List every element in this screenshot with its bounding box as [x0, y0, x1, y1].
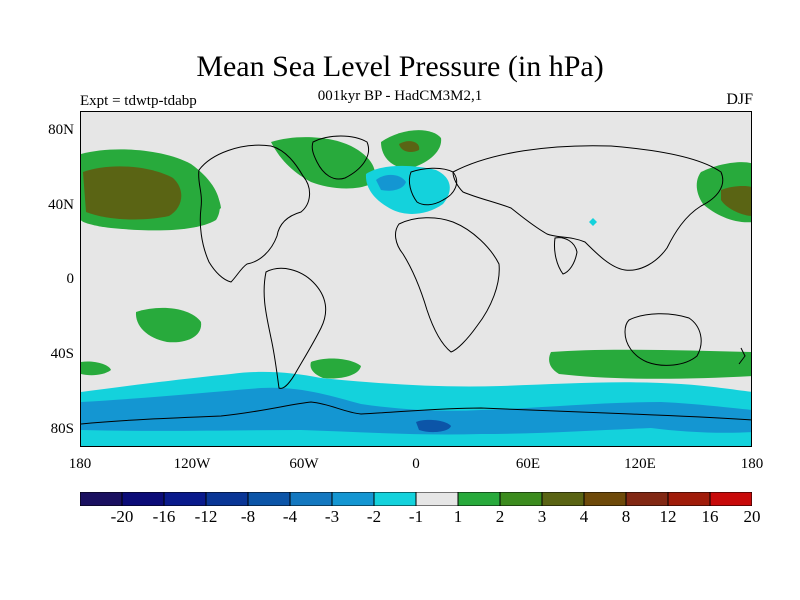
southern-ocean-darkblue-patch	[416, 419, 451, 433]
xtick-120w: 120W	[173, 456, 211, 472]
legend-swatch-3	[205, 492, 249, 506]
north-atlantic-midblue-core	[376, 174, 406, 191]
legend-label: 20	[743, 507, 761, 526]
legend-label: 16	[701, 507, 719, 526]
ytick-80s: 80S	[50, 421, 74, 437]
legend-swatch-13	[625, 492, 669, 506]
xtick-0: 0	[412, 456, 420, 472]
south-atlantic-green-region	[310, 358, 361, 379]
arctic-olive-patch	[399, 141, 420, 152]
legend-swatch-2	[163, 492, 207, 506]
south-pacific-green-region	[135, 307, 202, 343]
southern-ocean-midblue-band	[81, 387, 751, 435]
legend-swatch-8	[415, 492, 459, 506]
south-america-coastline	[263, 267, 327, 389]
legend-swatch-0	[80, 492, 123, 506]
india-coastline	[554, 237, 578, 275]
legend-swatch-6	[331, 492, 375, 506]
ytick-0: 0	[66, 271, 75, 287]
europe-coastline	[408, 167, 458, 206]
africa-coastline	[395, 217, 500, 353]
antarctica-coastline	[81, 401, 751, 425]
legend-label: -20	[110, 507, 134, 526]
map-frame	[80, 111, 752, 447]
legend-label: 1	[453, 507, 463, 526]
legend-label: -3	[324, 507, 340, 526]
pressure-anomaly-map	[81, 130, 751, 446]
legend-swatch-7	[373, 492, 417, 506]
coastlines	[81, 135, 751, 425]
xtick-60e: 60E	[515, 456, 541, 472]
legend-label: 2	[495, 507, 505, 526]
east-pacific-olive-region	[721, 186, 751, 216]
legend-swatch-12	[583, 492, 627, 506]
legend-swatch-1	[121, 492, 165, 506]
north-atlantic-lightblue-region	[365, 165, 450, 214]
legend-swatch-15	[709, 492, 752, 506]
legend-swatch-4	[247, 492, 291, 506]
west-edge-green-patch	[81, 361, 111, 376]
new-zealand-coastline	[738, 347, 746, 365]
asia-coastline	[452, 145, 724, 271]
xtick-180-right: 180	[740, 456, 764, 472]
season-label: DJF	[726, 91, 753, 108]
legend-label: 8	[621, 507, 631, 526]
map-title: Mean Sea Level Pressure (in hPa)	[196, 50, 604, 83]
legend-label: -16	[152, 507, 176, 526]
asia-teal-dot	[589, 218, 597, 226]
ytick-40s: 40S	[50, 346, 74, 362]
legend-swatch-11	[541, 492, 585, 506]
ytick-80n: 80N	[48, 122, 74, 138]
greenland-green-region	[271, 137, 375, 189]
legend-swatch-5	[289, 492, 333, 506]
ytick-40n: 40N	[48, 197, 74, 213]
north-pacific-olive-region	[83, 166, 182, 220]
xtick-60w: 60W	[289, 456, 319, 472]
legend-label: -2	[366, 507, 382, 526]
legend-label: -8	[240, 507, 256, 526]
legend-label: 12	[659, 507, 677, 526]
legend-label: -1	[408, 507, 424, 526]
color-legend-bar	[80, 492, 752, 506]
legend-label: -12	[194, 507, 218, 526]
xtick-180-left: 180	[68, 456, 92, 472]
xtick-120e: 120E	[624, 456, 656, 472]
legend-label: 4	[579, 507, 589, 526]
greenland-coastline	[311, 135, 369, 180]
map-subtitle: 001kyr BP - HadCM3M2,1	[317, 88, 483, 104]
north-pacific-green-east	[191, 175, 221, 212]
legend-swatch-10	[499, 492, 543, 506]
south-indian-green-region	[549, 349, 751, 379]
australia-coastline	[624, 313, 702, 366]
legend-label: 3	[537, 507, 547, 526]
legend-swatch-14	[667, 492, 711, 506]
experiment-label: Expt = tdwtp-tdabp	[80, 93, 197, 109]
legend-swatch-9	[457, 492, 501, 506]
north-america-coastline	[198, 144, 310, 283]
legend-label: -4	[282, 507, 298, 526]
